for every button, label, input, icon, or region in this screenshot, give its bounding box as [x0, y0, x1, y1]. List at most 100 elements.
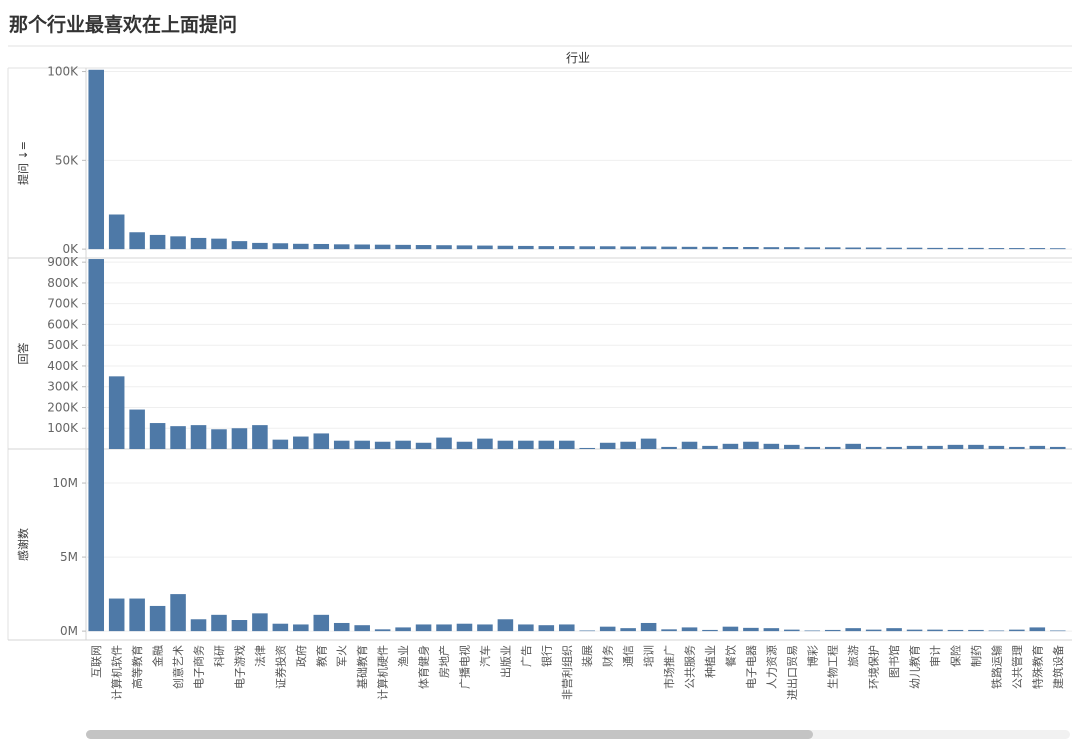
bar-提问-金融[interactable] — [149, 234, 166, 250]
bar-感谢数-建筑设备[interactable] — [1049, 630, 1066, 632]
bar-感谢数-种植业[interactable] — [702, 629, 718, 632]
bar-提问-计算机软件[interactable] — [108, 214, 125, 250]
bar-回答-政府[interactable] — [293, 436, 309, 449]
bar-回答-证券投资[interactable] — [272, 439, 289, 449]
bar-回答-军火[interactable] — [333, 440, 350, 449]
bar-提问-电子商务[interactable] — [190, 237, 207, 250]
bar-提问-铁路运输[interactable] — [988, 248, 1005, 250]
bar-感谢数-特殊教育[interactable] — [1029, 627, 1046, 632]
bar-回答-房地产[interactable] — [436, 437, 452, 449]
bar-回答-建筑设备[interactable] — [1049, 446, 1066, 449]
bar-感谢数-法律[interactable] — [252, 613, 268, 632]
bar-回答-通信[interactable] — [620, 441, 636, 449]
bar-提问-房地产[interactable] — [436, 245, 452, 250]
bar-提问-公共管理[interactable] — [1009, 248, 1025, 250]
bar-感谢数-培训[interactable] — [640, 622, 657, 632]
bar-回答-餐饮[interactable] — [722, 443, 739, 449]
bar-回答-汽车[interactable] — [477, 438, 493, 449]
bar-提问-互联网[interactable] — [88, 69, 105, 250]
bar-提问-审计[interactable] — [927, 247, 943, 250]
bar-提问-装展[interactable] — [579, 246, 596, 250]
bar-提问-基础教育[interactable] — [354, 244, 370, 250]
bar-感谢数-装展[interactable] — [579, 630, 596, 632]
bar-回答-特殊教育[interactable] — [1029, 445, 1046, 449]
bar-感谢数-计算机硬件[interactable] — [374, 629, 391, 632]
bar-提问-公共服务[interactable] — [681, 246, 698, 250]
bar-感谢数-市场推广[interactable] — [661, 629, 677, 632]
bar-提问-科研[interactable] — [211, 238, 227, 250]
bar-感谢数-科研[interactable] — [211, 614, 227, 632]
bar-感谢数-基础教育[interactable] — [354, 625, 370, 632]
bar-提问-教育[interactable] — [313, 243, 330, 250]
bar-感谢数-互联网[interactable] — [88, 449, 105, 632]
bar-提问-广告[interactable] — [518, 245, 534, 250]
bar-感谢数-出版业[interactable] — [497, 619, 514, 632]
bar-感谢数-保险[interactable] — [947, 629, 964, 632]
bar-感谢数-体育健身[interactable] — [415, 624, 432, 632]
bar-回答-财务[interactable] — [599, 442, 616, 449]
bar-提问-计算机硬件[interactable] — [374, 244, 391, 250]
bar-感谢数-军火[interactable] — [333, 622, 350, 632]
bar-感谢数-金融[interactable] — [149, 605, 166, 632]
bar-提问-电子电器[interactable] — [743, 246, 759, 250]
bar-感谢数-餐饮[interactable] — [722, 626, 739, 632]
bar-回答-法律[interactable] — [252, 425, 268, 449]
bar-提问-幼儿教育[interactable] — [906, 247, 923, 250]
bar-回答-基础教育[interactable] — [354, 440, 370, 449]
bar-回答-公共管理[interactable] — [1009, 446, 1025, 449]
bar-回答-教育[interactable] — [313, 433, 330, 449]
bar-感谢数-广告[interactable] — [518, 624, 534, 632]
bar-提问-证券投资[interactable] — [272, 243, 289, 250]
bar-回答-金融[interactable] — [149, 423, 166, 449]
bar-回答-公共服务[interactable] — [681, 441, 698, 449]
bar-回答-互联网[interactable] — [88, 259, 105, 449]
bar-提问-种植业[interactable] — [702, 246, 718, 250]
bar-回答-渔业[interactable] — [395, 440, 411, 449]
bar-回答-电子游戏[interactable] — [231, 428, 248, 449]
bar-提问-培训[interactable] — [640, 246, 657, 250]
bar-提问-广播电视[interactable] — [456, 245, 473, 250]
bar-回答-环境保护[interactable] — [865, 446, 882, 449]
bar-感谢数-环境保护[interactable] — [865, 629, 882, 632]
bar-提问-政府[interactable] — [293, 243, 309, 250]
bar-提问-汽车[interactable] — [477, 245, 493, 250]
bar-回答-旅游[interactable] — [845, 443, 861, 449]
bar-感谢数-政府[interactable] — [293, 624, 309, 632]
bar-回答-科研[interactable] — [211, 429, 227, 449]
bar-感谢数-博彩[interactable] — [804, 630, 821, 632]
bar-提问-法律[interactable] — [252, 242, 268, 250]
bar-回答-种植业[interactable] — [702, 445, 718, 449]
bar-回答-非营利组织[interactable] — [558, 440, 575, 449]
bar-感谢数-电子电器[interactable] — [743, 627, 759, 632]
bar-回答-进出口贸易[interactable] — [784, 444, 800, 449]
bar-回答-市场推广[interactable] — [661, 446, 677, 449]
bar-感谢数-人力资源[interactable] — [763, 628, 780, 632]
bar-提问-进出口贸易[interactable] — [784, 247, 800, 250]
bar-回答-电子电器[interactable] — [743, 441, 759, 449]
bar-回答-人力资源[interactable] — [763, 443, 780, 449]
bar-回答-幼儿教育[interactable] — [906, 445, 923, 449]
bar-感谢数-证券投资[interactable] — [272, 623, 289, 632]
bar-提问-生物工程[interactable] — [824, 247, 841, 250]
bar-提问-建筑设备[interactable] — [1049, 248, 1066, 250]
bar-提问-餐饮[interactable] — [722, 246, 739, 250]
bar-提问-保险[interactable] — [947, 247, 964, 250]
bar-感谢数-幼儿教育[interactable] — [906, 629, 923, 632]
bar-感谢数-生物工程[interactable] — [824, 629, 841, 632]
bar-感谢数-房地产[interactable] — [436, 624, 452, 632]
bar-回答-装展[interactable] — [579, 447, 596, 449]
bar-感谢数-电子商务[interactable] — [190, 619, 207, 632]
bar-感谢数-教育[interactable] — [313, 614, 330, 632]
bar-回答-生物工程[interactable] — [824, 446, 841, 449]
bar-感谢数-进出口贸易[interactable] — [784, 629, 800, 632]
bar-感谢数-制药[interactable] — [968, 629, 984, 632]
bar-感谢数-公共管理[interactable] — [1009, 629, 1025, 632]
bar-提问-旅游[interactable] — [845, 247, 861, 250]
bar-感谢数-旅游[interactable] — [845, 628, 861, 632]
bar-提问-电子游戏[interactable] — [231, 241, 248, 250]
bar-回答-计算机软件[interactable] — [108, 376, 125, 449]
bar-感谢数-计算机软件[interactable] — [108, 598, 125, 632]
bar-感谢数-汽车[interactable] — [477, 624, 493, 632]
bar-提问-图书馆[interactable] — [886, 247, 902, 250]
bar-感谢数-广播电视[interactable] — [456, 623, 473, 632]
